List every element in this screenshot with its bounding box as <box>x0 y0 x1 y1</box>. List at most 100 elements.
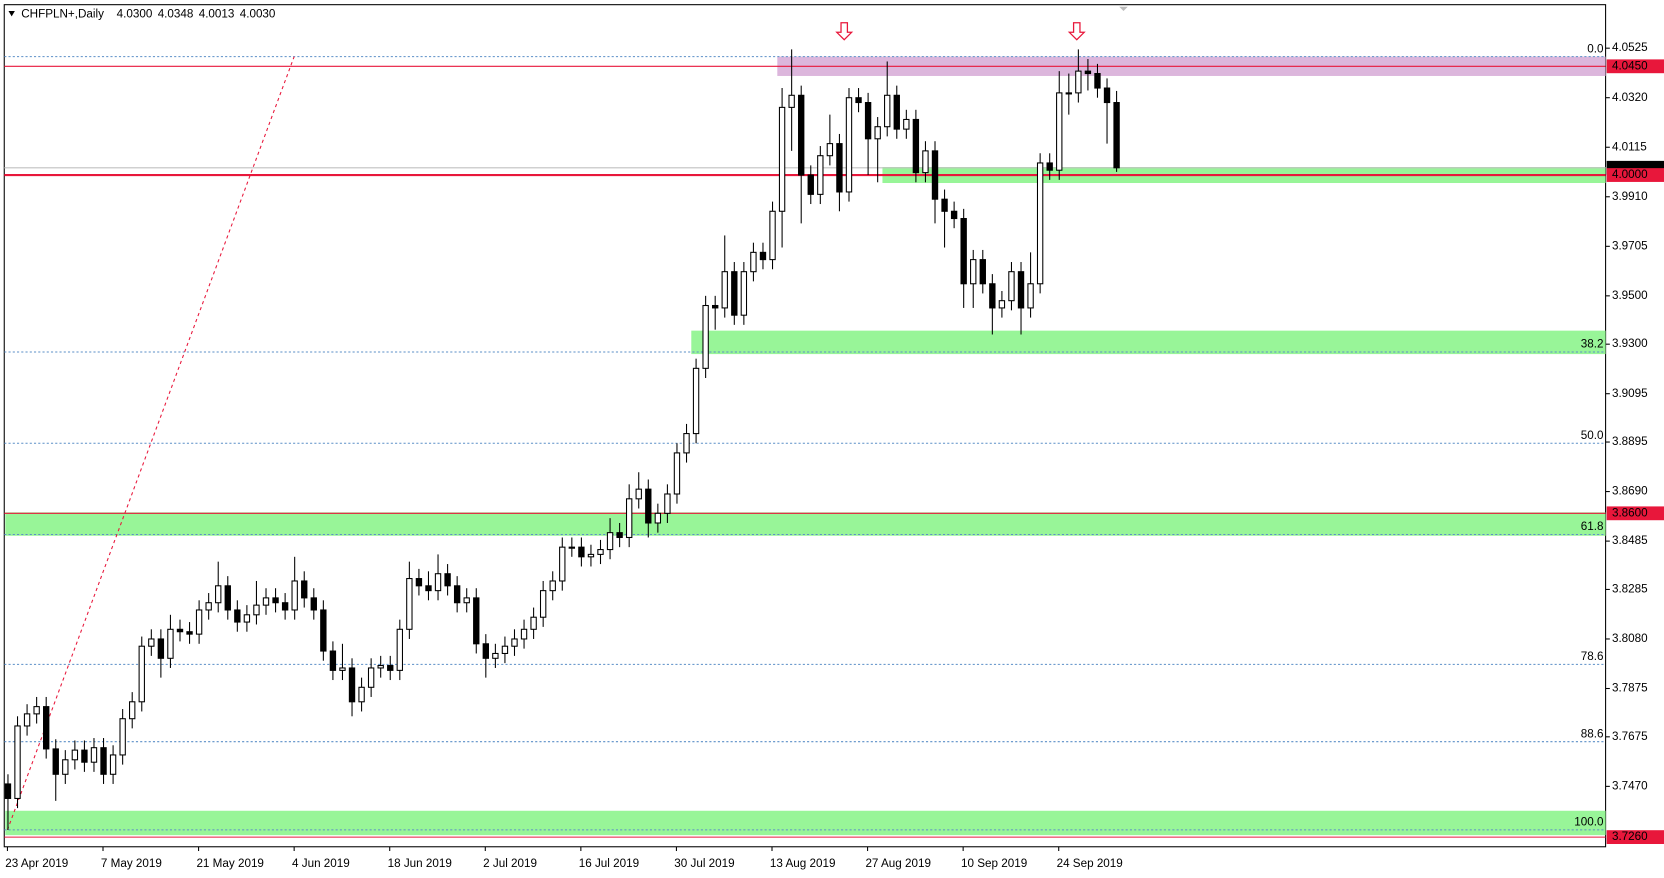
fib-label: 78.6 <box>1581 650 1604 663</box>
shift-marker <box>1119 6 1128 12</box>
y-tick-label: 3.8285 <box>1612 583 1648 596</box>
candle-body <box>119 718 126 756</box>
candle-body <box>511 638 518 647</box>
fib-label: 0.0 <box>1587 42 1604 55</box>
candle-body <box>1084 70 1092 75</box>
x-tick-label: 18 Jun 2019 <box>388 857 452 870</box>
menu-triangle[interactable] <box>8 11 15 17</box>
candle-body <box>434 573 442 592</box>
price-box-label: 4.0450 <box>1612 59 1648 72</box>
candle-body <box>377 665 384 669</box>
candle-body <box>549 580 556 592</box>
candle-body <box>702 304 709 369</box>
price-box <box>1606 59 1664 74</box>
candle-body <box>1046 162 1053 171</box>
lines: 0.0 38.2 50.0 61.8 78.6 88.6 100.0 <box>4 42 1606 838</box>
candle-body <box>1113 102 1120 169</box>
candle-body <box>769 210 776 261</box>
candle-body <box>348 667 356 703</box>
candle-body <box>645 488 652 524</box>
candle-body <box>970 259 977 285</box>
candle-body <box>492 652 499 659</box>
y-tick-label: 3.7470 <box>1612 779 1648 792</box>
candle-body <box>425 585 432 592</box>
candle-body <box>1017 271 1025 309</box>
x-tick-label: 24 Sep 2019 <box>1057 857 1123 870</box>
candle-body <box>922 150 929 174</box>
candle-body <box>243 614 251 623</box>
price-box <box>1606 830 1664 845</box>
quote-value: 4.0013 <box>199 7 235 20</box>
x-tick-label: 27 Aug 2019 <box>865 857 931 870</box>
candle-body <box>960 217 967 285</box>
candle-body <box>52 748 59 775</box>
candle-body <box>195 609 203 635</box>
fib-label: 88.6 <box>1581 727 1604 740</box>
candle-body <box>664 493 671 514</box>
price-box-label: 3.7260 <box>1612 830 1648 843</box>
candle-body <box>931 150 939 200</box>
candle-body <box>893 94 900 130</box>
candle-body <box>788 94 795 108</box>
fib-label: 61.8 <box>1581 520 1604 533</box>
candle-body <box>826 143 834 157</box>
y-tick-label: 3.7675 <box>1612 730 1648 743</box>
candle-body <box>912 118 920 174</box>
price-box <box>1606 168 1664 182</box>
candle-body <box>836 143 843 193</box>
candle-body <box>807 174 814 195</box>
candle-body <box>884 94 891 128</box>
candle-body <box>329 650 337 671</box>
candle-body <box>597 549 604 555</box>
y-tick-label: 3.9910 <box>1612 190 1648 203</box>
x-tick-label: 4 Jun 2019 <box>292 857 350 870</box>
candle-body <box>453 585 461 604</box>
zone <box>5 810 1606 836</box>
candle-body <box>138 645 145 703</box>
x-tick-label: 2 Jul 2019 <box>483 857 537 870</box>
candle-body <box>406 578 413 630</box>
candle-body <box>215 585 222 604</box>
zones <box>5 56 1606 836</box>
candle-body <box>979 259 986 285</box>
candle-body <box>683 433 690 454</box>
candle-body <box>750 251 757 273</box>
candle-body <box>635 488 642 500</box>
candle-body <box>692 367 700 435</box>
candle-body <box>176 628 184 633</box>
candle-body <box>157 638 165 659</box>
x-tick-label: 13 Aug 2019 <box>770 857 836 870</box>
candle-body <box>740 271 748 316</box>
y-tick-label: 3.9500 <box>1612 289 1648 302</box>
candle-body <box>81 749 88 763</box>
y-tick-label: 3.9300 <box>1612 337 1648 350</box>
candle-body <box>1036 162 1044 285</box>
candles <box>4 49 1120 830</box>
zone <box>691 330 1606 355</box>
axes: 4.0525 4.0320 4.0115 3.9910 3.9705 3.9500 3.93… <box>5 41 1664 870</box>
candle-body <box>1056 92 1063 171</box>
y-tick-label: 4.0115 <box>1612 140 1647 153</box>
y-tick-label: 3.8485 <box>1612 534 1648 547</box>
candle-body <box>501 645 509 654</box>
candle-body <box>1103 87 1111 104</box>
candle-body <box>253 604 260 616</box>
x-tick-label: 7 May 2019 <box>101 857 162 870</box>
candle-body <box>539 590 547 618</box>
candle-body <box>712 304 719 309</box>
candle-body <box>43 706 50 750</box>
zone <box>5 512 1606 536</box>
plot-frame <box>3 4 1607 848</box>
candle-body <box>109 754 117 775</box>
candle-body <box>568 546 576 549</box>
candle-body <box>71 749 79 761</box>
candle-body <box>616 532 623 539</box>
y-tick-label: 3.9705 <box>1612 239 1648 252</box>
y-tick-label: 3.8080 <box>1612 632 1648 645</box>
candle-body <box>367 667 375 688</box>
y-tick-label: 3.7875 <box>1612 682 1648 695</box>
fib-label: 38.2 <box>1581 338 1604 351</box>
arrow-down <box>1067 22 1086 41</box>
candle-body <box>62 759 69 775</box>
x-tick-label: 30 Jul 2019 <box>674 857 734 870</box>
